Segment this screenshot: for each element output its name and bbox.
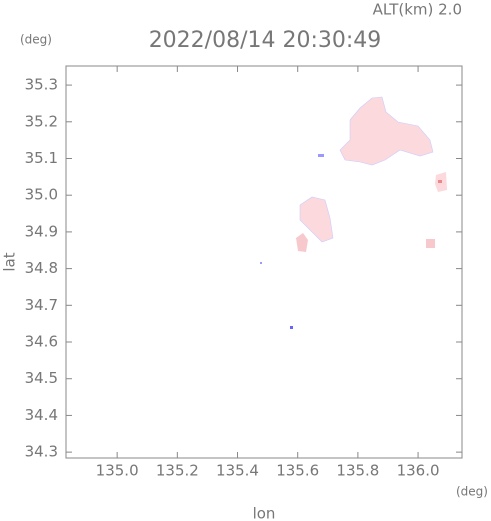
chart-title: 2022/08/14 20:30:49 bbox=[149, 28, 382, 53]
x-unit: (deg) bbox=[456, 485, 488, 499]
x-tick-label: 135.6 bbox=[276, 462, 319, 480]
y-tick-label: 34.9 bbox=[25, 222, 58, 240]
y-tick-label: 34.7 bbox=[25, 296, 58, 314]
x-tick-label: 135.2 bbox=[156, 462, 199, 480]
x-tick-label: 135.8 bbox=[336, 462, 379, 480]
x-axis-label: lon bbox=[253, 505, 276, 521]
x-tick-label: 135.0 bbox=[96, 462, 139, 480]
y-tick-label: 34.4 bbox=[25, 406, 58, 424]
y-tick-label: 35.3 bbox=[25, 76, 58, 94]
y-tick-label: 35.0 bbox=[25, 186, 58, 204]
y-axis-label: lat bbox=[1, 252, 19, 271]
altitude: ALT(km) 2.0 bbox=[373, 1, 462, 19]
plot-frame bbox=[65, 65, 463, 459]
y-tick-label: 34.3 bbox=[25, 443, 58, 461]
x-tick-label: 136.0 bbox=[397, 462, 440, 480]
y-tick-label: 35.1 bbox=[25, 149, 58, 167]
y-unit: (deg) bbox=[20, 33, 52, 47]
y-tick-label: 35.2 bbox=[25, 112, 58, 130]
echoes bbox=[260, 96, 447, 329]
x-tick-label: 135.4 bbox=[216, 462, 259, 480]
y-tick-label: 34.5 bbox=[25, 369, 58, 387]
y-tick-label: 34.8 bbox=[25, 259, 58, 277]
y-tick-label: 34.6 bbox=[25, 333, 58, 351]
